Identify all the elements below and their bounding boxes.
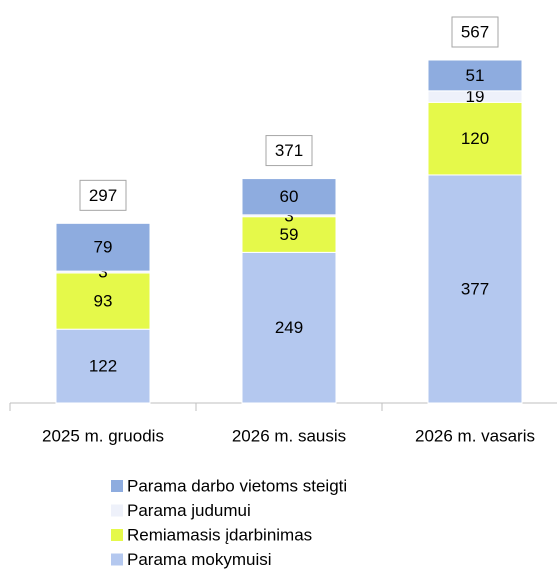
data-label: 3	[98, 263, 107, 282]
total-label: 567	[461, 22, 489, 41]
bar-segment	[427, 101, 523, 176]
data-label: 19	[466, 87, 485, 106]
bar-segment	[427, 174, 523, 404]
bar-segment	[55, 272, 151, 330]
bar-segment	[241, 251, 337, 404]
x-tick-label: 2025 m. gruodis	[42, 426, 164, 445]
total-box	[451, 16, 499, 48]
bar-segment	[55, 328, 151, 404]
bar-segment	[55, 222, 151, 272]
data-label: 3	[284, 206, 293, 225]
x-tick-label: 2026 m. vasaris	[415, 426, 535, 445]
legend-swatch	[111, 529, 123, 541]
bar-segment	[241, 178, 337, 216]
bar-segment	[241, 216, 337, 253]
legend-label: Remiamasis įdarbinimas	[127, 525, 312, 544]
data-label: 51	[466, 66, 485, 85]
data-label: 93	[94, 292, 113, 311]
legend-label: Parama judumui	[127, 501, 251, 520]
data-label: 79	[94, 238, 113, 257]
data-label: 249	[275, 318, 303, 337]
data-label: 59	[280, 225, 299, 244]
bar-segment	[427, 59, 523, 92]
total-box	[265, 135, 313, 167]
data-label: 122	[89, 357, 117, 376]
legend-swatch	[111, 553, 123, 566]
total-label: 297	[89, 186, 117, 205]
total-box	[79, 179, 127, 211]
data-label: 60	[280, 187, 299, 206]
total-label: 371	[275, 141, 303, 160]
legend-swatch	[111, 480, 123, 492]
legend-label: Parama darbo vietoms steigti	[127, 476, 347, 495]
data-label: 377	[461, 279, 489, 298]
legend-swatch	[111, 504, 123, 517]
legend-label: Parama mokymuisi	[127, 550, 272, 569]
x-tick-label: 2026 m. sausis	[232, 426, 346, 445]
data-label: 120	[461, 129, 489, 148]
